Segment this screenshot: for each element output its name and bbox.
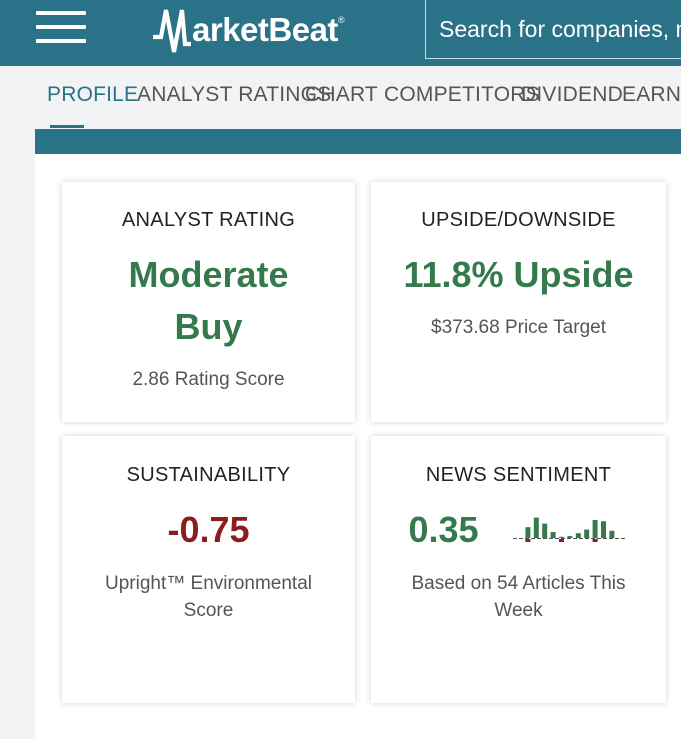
sparkline-bar bbox=[600, 521, 606, 538]
sparkline-negative-mark bbox=[558, 539, 564, 542]
tab-profile[interactable]: PROFILE bbox=[47, 83, 139, 106]
upside-downside-title: UPSIDE/DOWNSIDE bbox=[421, 209, 616, 231]
top-navigation-bar: arketBeat ® bbox=[0, 0, 681, 66]
sparkline-bar bbox=[533, 517, 539, 538]
sparkline-bar bbox=[541, 523, 547, 538]
summary-panel: ANALYST RATING Moderate Buy 2.86 Rating … bbox=[35, 154, 681, 739]
sparkline-negative-mark bbox=[592, 539, 598, 542]
analyst-rating-title: ANALYST RATING bbox=[121, 209, 296, 231]
environmental-score-label: Upright™ Environmental Score bbox=[105, 573, 312, 621]
analyst-rating-card[interactable]: ANALYST RATING Moderate Buy 2.86 Rating … bbox=[62, 182, 355, 422]
news-sentiment-title: NEWS SENTIMENT bbox=[425, 464, 612, 486]
search-input[interactable] bbox=[426, 0, 681, 58]
sentiment-sparkline-icon bbox=[512, 517, 625, 542]
news-sentiment-card[interactable]: NEWS SENTIMENT 0.35 Based on 54 Articles… bbox=[371, 436, 666, 703]
sustainability-value: -0.75 bbox=[167, 509, 250, 550]
sustainability-title: SUSTAINABILITY bbox=[126, 464, 291, 486]
tab-earnings[interactable]: EARNINGS bbox=[622, 83, 681, 106]
tab-chart[interactable]: CHART bbox=[305, 83, 378, 106]
sparkline-bar bbox=[566, 536, 572, 538]
tab-analyst-ratings[interactable]: ANALYST RATINGS bbox=[137, 83, 332, 106]
marketbeat-logo[interactable]: arketBeat ® bbox=[152, 4, 345, 56]
sparkline-bar bbox=[524, 527, 530, 538]
search-box[interactable] bbox=[425, 0, 681, 59]
sparkline-bar bbox=[558, 536, 564, 538]
rating-score: 2.86 Rating Score bbox=[132, 369, 285, 390]
news-sentiment-value: 0.35 bbox=[408, 509, 479, 550]
logo-trademark: ® bbox=[337, 15, 345, 25]
logo-m-pulse-icon bbox=[153, 9, 191, 53]
upside-value: 11.8% Upside bbox=[403, 254, 634, 295]
sparkline-bar bbox=[608, 530, 614, 538]
articles-count-label: Based on 54 Articles This Week bbox=[411, 573, 626, 621]
upside-downside-card[interactable]: UPSIDE/DOWNSIDE 11.8% Upside $373.68 Pri… bbox=[371, 182, 666, 422]
section-header-band bbox=[35, 129, 681, 154]
logo-wordmark: arketBeat bbox=[192, 11, 338, 48]
tab-dividend[interactable]: DIVIDEND bbox=[521, 83, 623, 106]
tab-competitors[interactable]: COMPETITORS bbox=[384, 83, 540, 106]
hamburger-menu-icon[interactable] bbox=[36, 11, 86, 47]
sparkline-bar bbox=[575, 533, 581, 538]
price-target: $373.68 Price Target bbox=[431, 317, 606, 338]
sparkline-bar bbox=[550, 532, 556, 538]
sparkline-negative-mark bbox=[524, 539, 530, 542]
stock-tabs: PROFILE ANALYST RATINGS CHART COMPETITOR… bbox=[0, 66, 681, 129]
sparkline-bar bbox=[592, 520, 598, 538]
sustainability-card[interactable]: SUSTAINABILITY -0.75 Upright™ Environmen… bbox=[62, 436, 355, 703]
sparkline-bar bbox=[583, 529, 589, 538]
active-tab-indicator bbox=[50, 125, 84, 128]
analyst-rating-value: Moderate Buy bbox=[128, 254, 289, 347]
